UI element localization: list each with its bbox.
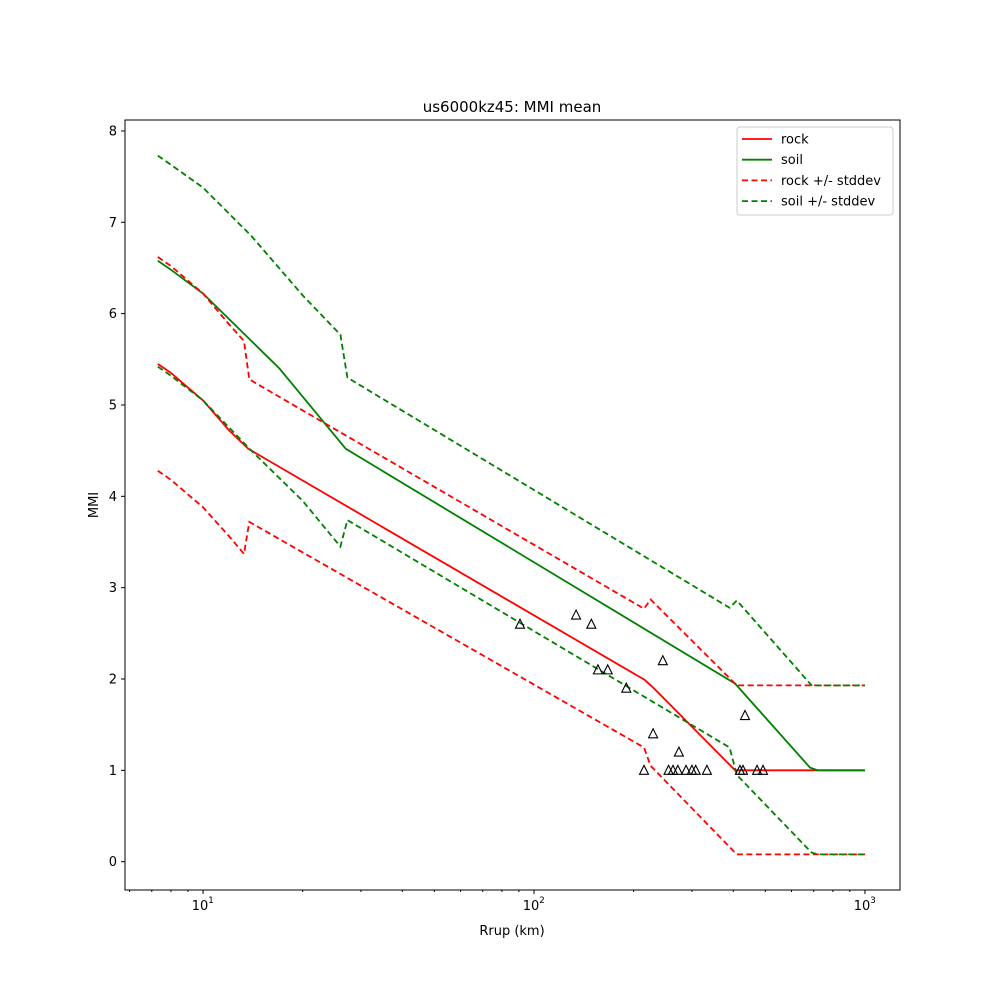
y-tick-label: 8 [109,124,117,139]
observation-marker [647,727,659,739]
observation-marker [585,617,597,629]
axes-frame [124,119,901,891]
x-tick-exponent: 3 [870,896,876,906]
y-tick-label: 6 [109,307,117,322]
chart-title: us6000kz45: MMI mean [423,98,602,116]
y-tick-label: 0 [109,855,117,870]
x-tick-label: 10 [523,899,540,914]
legend-label: rock [781,133,809,148]
legend-box [736,126,894,216]
series-line-3 [157,469,865,856]
observation-marker [570,608,582,620]
observation-marker [602,663,614,675]
observation-marker [701,764,713,775]
y-tick-label: 3 [109,581,117,596]
observation-marker [739,709,751,721]
y-axis-label: MMI [87,492,102,518]
legend-label: soil +/- stddev [781,195,876,210]
series-line-1 [157,259,865,772]
observation-marker [680,764,692,775]
x-tick-label: 10 [854,899,871,914]
y-tick-label: 1 [109,764,117,779]
series-line-2 [157,256,865,687]
series-line-0 [157,363,865,772]
legend-label: rock +/- stddev [781,174,881,189]
series-line-4 [157,154,865,687]
observation-marker [672,764,684,775]
y-tick-label: 7 [109,216,117,231]
x-axis-label: Rrup (km) [479,924,544,939]
series-line-5 [157,365,865,856]
x-tick-label: 10 [192,899,209,914]
observation-marker [751,764,763,775]
y-tick-label: 2 [109,673,117,688]
observation-marker [690,764,702,775]
observation-marker [592,663,604,675]
observation-marker [620,681,632,693]
observation-marker [663,764,674,775]
x-tick-exponent: 1 [208,896,214,906]
y-tick-label: 4 [109,490,117,505]
observation-marker [638,764,650,775]
y-tick-label: 5 [109,398,117,413]
legend: rock soil rock +/- stddev soil +/- stddev [736,126,894,216]
legend-label: soil [781,153,803,168]
observation-marker [657,654,669,666]
observation-marker [673,745,685,757]
x-tick-exponent: 2 [539,896,545,906]
observation-marker [737,764,749,775]
observation-marker [514,617,526,629]
observation-marker [757,764,769,775]
